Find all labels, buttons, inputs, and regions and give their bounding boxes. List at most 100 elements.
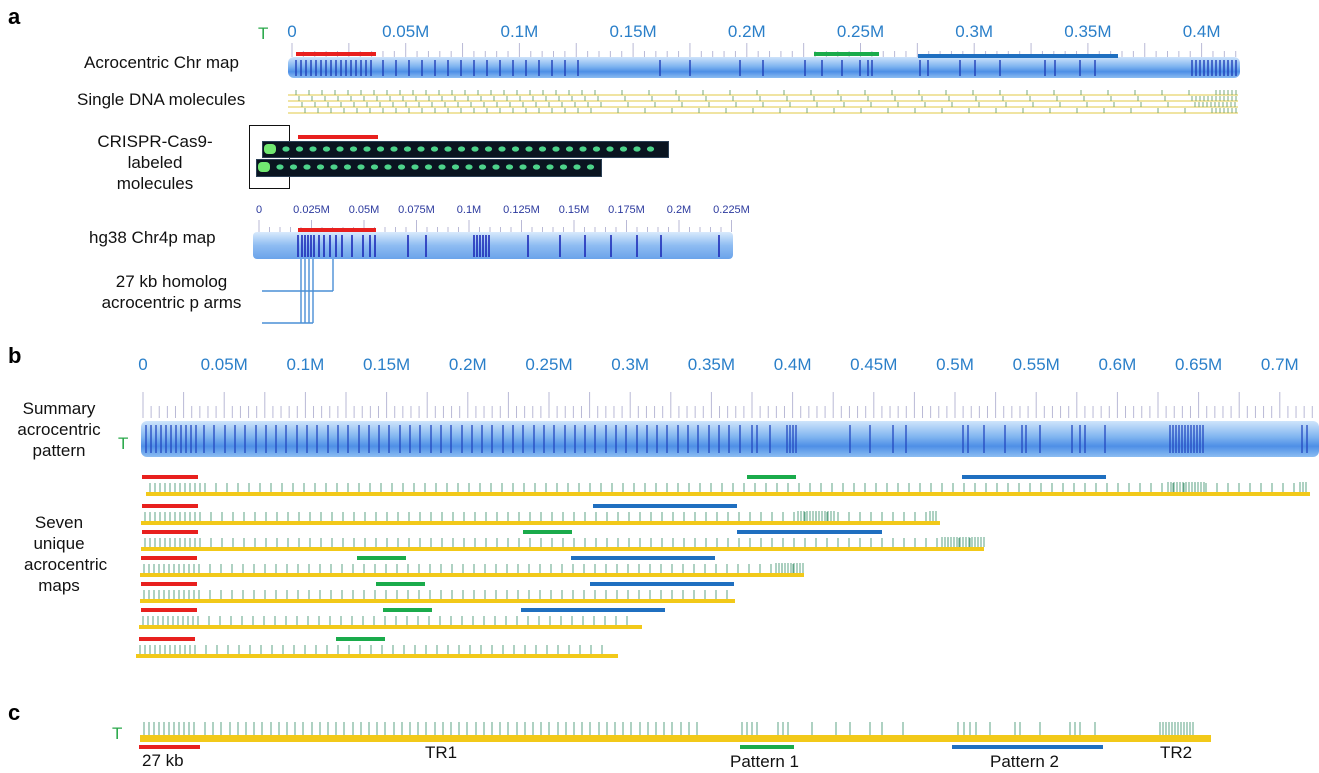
- map-5-pattern1-segment: [376, 582, 425, 586]
- hg38-axis-tick-label: 0.225M: [713, 204, 750, 216]
- consensus-27kb-segment: [139, 745, 200, 749]
- crispr-1-dot: [525, 146, 533, 152]
- panel-b-axis-tick-label: 0.65M: [1174, 355, 1223, 374]
- crispr-1-dot: [457, 146, 466, 152]
- homolog-label: 27 kb homolog acrocentric p arms: [101, 272, 242, 312]
- crispr-2-dot: [519, 164, 527, 170]
- hg38-axis-tick-label: 0: [255, 204, 263, 216]
- crispr-2-dot: [330, 164, 338, 170]
- crispr-2-dot: [303, 164, 311, 170]
- panel-b-axis-tick-label: 0.5M: [936, 355, 974, 374]
- crispr-2-end: [258, 162, 270, 172]
- hg38-axis-tick-label: 0.1M: [456, 204, 482, 216]
- crispr-2-dot: [573, 164, 581, 170]
- crispr-2-dot: [492, 164, 500, 170]
- panel-b-axis-tick-label: 0.1M: [286, 355, 325, 374]
- crispr-label: CRISPR-Cas9- labeled molecules: [97, 132, 213, 193]
- hg38-axis-tick-label: 0.2M: [666, 204, 692, 216]
- consensus-pattern2-segment: [952, 745, 1103, 749]
- crispr-1-dot: [282, 146, 290, 152]
- panel-a-axis-tick-label: 0.25M: [836, 22, 885, 41]
- panel-b-axis-tick-label: 0.2M: [448, 355, 487, 374]
- crispr-1-dot: [390, 146, 398, 152]
- map-6-pattern1-segment: [383, 608, 432, 612]
- crispr-1-dot: [511, 146, 520, 152]
- single-dna-molecules-label: Single DNA molecules: [77, 90, 246, 109]
- crispr-1-dot: [484, 146, 493, 152]
- panel-b-axis-tick-label: 0.4M: [773, 355, 812, 374]
- acro-27kb-segment: [296, 52, 376, 56]
- crispr-1-dot: [552, 146, 560, 152]
- panel-b-axis-tick-label: 0.15M: [362, 355, 411, 374]
- map-4-pattern2-segment: [571, 556, 715, 560]
- consensus-pattern1-segment: [740, 745, 794, 749]
- crispr-2-dot: [586, 164, 595, 170]
- crispr-2-dot: [276, 164, 284, 170]
- crispr-1-dot: [322, 146, 331, 152]
- crispr-2-dot: [384, 164, 392, 170]
- crispr-1-end: [264, 144, 276, 154]
- label-tr1: TR1: [425, 743, 458, 762]
- seven-maps-label: Seven unique acrocentric maps: [24, 513, 108, 595]
- hg38-axis-tick-label: 0.15M: [558, 204, 590, 216]
- hg38-axis-tick-label: 0.125M: [503, 204, 540, 216]
- crispr-2-dot: [546, 164, 554, 170]
- panel-b-axis-tick-label: 0.7M: [1260, 355, 1299, 374]
- crispr-2-dot: [478, 164, 487, 170]
- acro-pattern1-segment: [814, 52, 879, 56]
- hg38-axis-tick-label: 0.025M: [293, 204, 330, 216]
- crispr-2-dot: [343, 164, 352, 170]
- crispr-1-dot: [349, 146, 358, 152]
- crispr-2-dot: [505, 164, 514, 170]
- map-4-27kb-segment: [141, 556, 197, 560]
- map-3-molecule: [141, 547, 984, 551]
- panel-a-axis-tick-label: 0.1M: [500, 22, 539, 41]
- crispr-1-dot: [646, 146, 655, 152]
- crispr-1-dot: [403, 146, 412, 152]
- map-2-molecule: [141, 521, 940, 525]
- crispr-2-dot: [316, 164, 325, 170]
- summary-acrocentric-bar: [141, 421, 1319, 457]
- panel-b-letter: b: [8, 343, 22, 368]
- crispr-1-dot: [538, 146, 547, 152]
- hg38-map-label: hg38 Chr4p map: [89, 228, 216, 247]
- summary-pattern-label: Summary acrocentric pattern: [17, 399, 101, 460]
- crispr-1-dot: [363, 146, 371, 152]
- map-2-pattern2-segment: [593, 504, 737, 508]
- panel-c-letter: c: [8, 700, 21, 725]
- panel-a-axis-tick-label: 0.4M: [1182, 22, 1221, 41]
- crispr-1-dot: [592, 146, 601, 152]
- panel-b-axis-tick-label: 0.05M: [200, 355, 248, 374]
- crispr-27kb-segment: [298, 135, 378, 139]
- crispr-1-dot: [498, 146, 506, 152]
- map-1-pattern2-segment: [962, 475, 1106, 479]
- map-5-pattern2-segment: [590, 582, 734, 586]
- map-5-molecule: [140, 599, 735, 603]
- label-27kb: 27 kb: [142, 751, 184, 770]
- map-4-molecule: [140, 573, 804, 577]
- map-6-27kb-segment: [141, 608, 197, 612]
- panel-a-axis-tick-label: 0.05M: [382, 22, 430, 41]
- map-1-27kb-segment: [142, 475, 198, 479]
- crispr-2-dot: [289, 164, 298, 170]
- panel-a-axis-tick-label: 0.2M: [727, 22, 766, 41]
- map-3-pattern2-segment: [737, 530, 882, 534]
- crispr-1-dot: [619, 146, 628, 152]
- panel-b-axis-tick-label: 0.25M: [525, 355, 573, 374]
- map-1-molecule: [146, 492, 1310, 496]
- crispr-1-dot: [471, 146, 479, 152]
- crispr-2-dot: [451, 164, 460, 170]
- crispr-1-dot: [336, 146, 344, 152]
- map-6-molecule: [139, 625, 642, 629]
- map-7-27kb-segment: [139, 637, 195, 641]
- hg38-axis-tick-label: 0.075M: [398, 204, 435, 216]
- crispr-1-dot: [309, 146, 317, 152]
- crispr-2-dot: [532, 164, 541, 170]
- panel-a-axis-tick-label: 0.3M: [955, 22, 994, 41]
- label-pattern-2: Pattern 2: [990, 752, 1059, 771]
- crispr-1-dot: [430, 146, 439, 152]
- crispr-2-dot: [559, 164, 568, 170]
- hg38-27kb-segment: [298, 228, 376, 232]
- acro-pattern2-segment: [918, 54, 1118, 58]
